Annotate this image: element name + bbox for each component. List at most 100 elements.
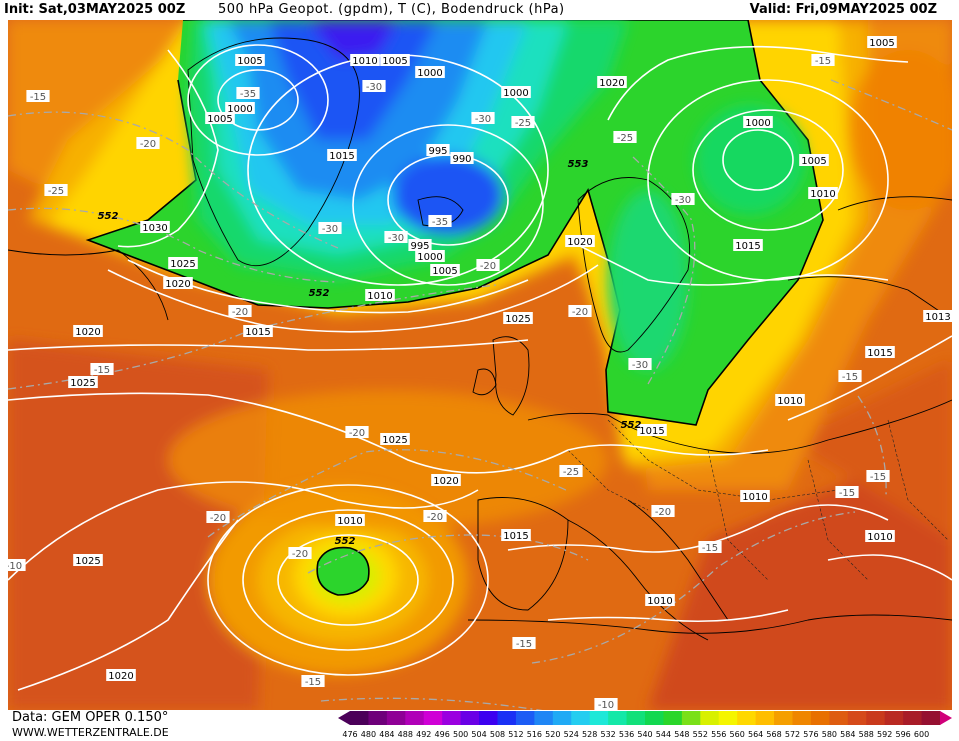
- isotherm-label: -25: [613, 131, 637, 144]
- legend-tick-label: 480: [361, 730, 376, 739]
- svg-text:1005: 1005: [237, 56, 262, 67]
- geopotential-label: 552: [309, 288, 330, 299]
- legend-swatch: [552, 711, 572, 725]
- legend-swatch: [460, 711, 480, 725]
- geopotential-label: 552: [98, 211, 119, 222]
- isotherm-label: -15: [838, 370, 862, 383]
- svg-text:1000: 1000: [745, 118, 770, 129]
- svg-text:-30: -30: [675, 195, 691, 206]
- isobar-label: 1005: [430, 264, 460, 277]
- svg-text:1020: 1020: [567, 237, 592, 248]
- isotherm-label: -15: [866, 470, 890, 483]
- isotherm-label: -25: [44, 184, 68, 197]
- svg-text:-25: -25: [48, 186, 64, 197]
- legend-swatch: [571, 711, 591, 725]
- isobar-label: 1030: [140, 221, 170, 234]
- isobar-label: 1025: [503, 312, 533, 325]
- isobar-label: 1025: [73, 554, 103, 567]
- isobar-label: 1005: [235, 54, 265, 67]
- map-footer: Data: GEM OPER 0.150° WWW.WETTERZENTRALE…: [0, 710, 959, 741]
- svg-text:552: 552: [335, 536, 356, 547]
- svg-text:1000: 1000: [503, 88, 528, 99]
- legend-swatch: [681, 711, 701, 725]
- svg-text:-20: -20: [140, 139, 156, 150]
- svg-text:-20: -20: [572, 307, 588, 318]
- svg-text:1010: 1010: [810, 189, 835, 200]
- svg-text:-30: -30: [475, 114, 491, 125]
- weather-map: 1005 1000 1005 1010 1005 1000 1000 995 990 1015 10…: [8, 20, 952, 710]
- legend-tick-label: 560: [730, 730, 745, 739]
- legend-tick-label: 592: [877, 730, 892, 739]
- svg-text:1000: 1000: [417, 252, 442, 263]
- isobar-label: 1000: [415, 250, 445, 263]
- isobar-label: 1010: [350, 54, 380, 67]
- legend-swatch: [515, 711, 535, 725]
- svg-text:-30: -30: [388, 233, 404, 244]
- isobar-label: 995: [408, 239, 432, 252]
- isobar-label: 1020: [106, 669, 136, 682]
- isotherm-label: -15: [301, 675, 325, 688]
- isotherm-label: -25: [511, 116, 535, 129]
- svg-text:1025: 1025: [505, 314, 530, 325]
- svg-text:1000: 1000: [227, 104, 252, 115]
- svg-text:1005: 1005: [869, 38, 894, 49]
- isobar-label: 1000: [225, 102, 255, 115]
- legend-tick-label: 588: [859, 730, 874, 739]
- legend-tick-label: 540: [637, 730, 652, 739]
- legend-tick-label: 528: [582, 730, 597, 739]
- svg-text:-10: -10: [8, 561, 22, 572]
- legend-tick-label: 516: [527, 730, 542, 739]
- isotherm-label: -15: [698, 541, 722, 554]
- legend-swatch: [405, 711, 425, 725]
- chart-title: 500 hPa Geopot. (gpdm), T (C), Bodendruc…: [218, 2, 565, 17]
- legend-tick-label: 504: [471, 730, 486, 739]
- svg-text:1010: 1010: [867, 532, 892, 543]
- legend-tick-label: 552: [693, 730, 708, 739]
- legend-swatch: [442, 711, 462, 725]
- isobar-label: 1010: [335, 514, 365, 527]
- svg-text:1015: 1015: [735, 241, 760, 252]
- svg-text:990: 990: [452, 154, 471, 165]
- svg-text:-25: -25: [515, 118, 531, 129]
- isobars: [8, 44, 952, 691]
- svg-text:1030: 1030: [142, 223, 167, 234]
- isobar-label: 1015: [733, 239, 763, 252]
- svg-text:1005: 1005: [382, 56, 407, 67]
- legend-swatch: [718, 711, 738, 725]
- svg-text:1020: 1020: [599, 78, 624, 89]
- legend-tick-label: 488: [398, 730, 413, 739]
- isobar-label: 1025: [68, 376, 98, 389]
- legend-tick-label: 568: [766, 730, 781, 739]
- svg-text:-25: -25: [617, 133, 633, 144]
- svg-text:-10: -10: [598, 700, 614, 710]
- geopotential-label: 552: [621, 420, 642, 431]
- legend-swatch: [810, 711, 830, 725]
- isobar-label: 1010: [645, 594, 675, 607]
- isobar-label: 1013: [923, 310, 952, 323]
- isobar-label: 1005: [799, 154, 829, 167]
- isobar-label: 1010: [740, 490, 770, 503]
- svg-text:-15: -15: [815, 56, 831, 67]
- legend-swatch: [847, 711, 867, 725]
- isotherm-label: -15: [835, 486, 859, 499]
- isobar-label: 1005: [867, 36, 897, 49]
- svg-text:1013: 1013: [925, 312, 950, 323]
- isobar-label: 1020: [73, 325, 103, 338]
- isotherm-label: -20: [206, 511, 230, 524]
- isotherm-label: -30: [384, 231, 408, 244]
- legend-swatch: [626, 711, 646, 725]
- svg-text:-20: -20: [349, 428, 365, 439]
- svg-text:1010: 1010: [367, 291, 392, 302]
- legend-tick-label: 524: [564, 730, 579, 739]
- isobar-label: 1010: [808, 187, 838, 200]
- svg-text:-30: -30: [366, 82, 382, 93]
- isotherm-label: -15: [811, 54, 835, 67]
- legend-swatch: [479, 711, 498, 725]
- svg-text:1005: 1005: [432, 266, 457, 277]
- color-legend: 476 480 484 488 492 496 500 504 508 512 516 520 524 5…: [338, 711, 952, 739]
- legend-swatch: [350, 711, 369, 725]
- legend-swatch: [589, 711, 609, 725]
- legend-swatch: [829, 711, 849, 725]
- legend-tick-label: 576: [803, 730, 818, 739]
